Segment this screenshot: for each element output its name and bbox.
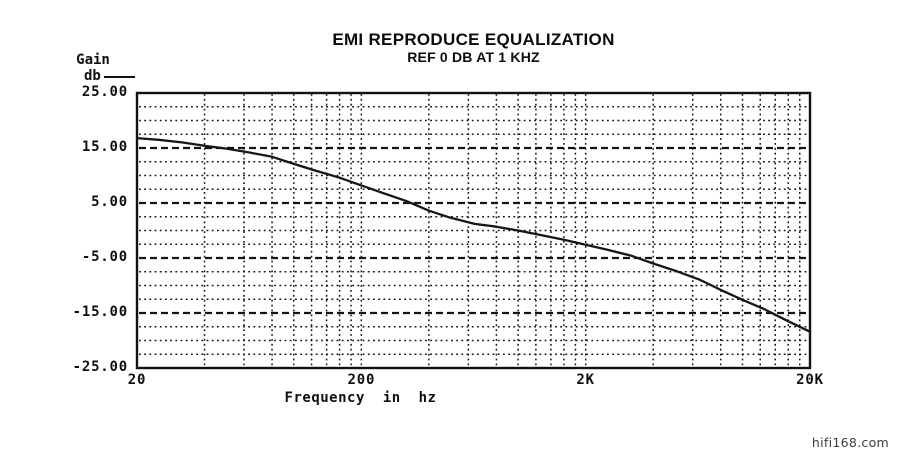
- y-tick-label: 5.00: [91, 194, 128, 210]
- chart-subtitle: REF 0 DB AT 1 KHZ: [407, 49, 540, 65]
- y-tick-label: -15.00: [72, 304, 128, 320]
- plot-frame: [135, 91, 812, 370]
- x-axis-title: Frequency in hz: [284, 390, 437, 406]
- y-axis-unit: db: [84, 68, 135, 84]
- y-tick-label: -25.00: [72, 359, 128, 375]
- y-axis-title: Gain: [76, 52, 110, 68]
- watermark: hifi168.com: [811, 435, 889, 450]
- curve-reproduce-eq-response: [135, 136, 812, 333]
- x-tick-label: 2K: [576, 372, 595, 388]
- x-tick-label: 20: [127, 372, 147, 388]
- y-tick-label: -5.00: [81, 249, 128, 265]
- x-tick-label: 20K: [796, 372, 824, 388]
- y-tick-label: 15.00: [81, 139, 128, 155]
- y-axis-unit-text: db: [84, 68, 101, 84]
- x-tick-label: 200: [347, 372, 376, 388]
- chart-title: EMI REPRODUCE EQUALIZATION: [332, 30, 615, 49]
- y-tick-label: 25.00: [81, 84, 128, 100]
- axis-pointer-line: [103, 76, 135, 78]
